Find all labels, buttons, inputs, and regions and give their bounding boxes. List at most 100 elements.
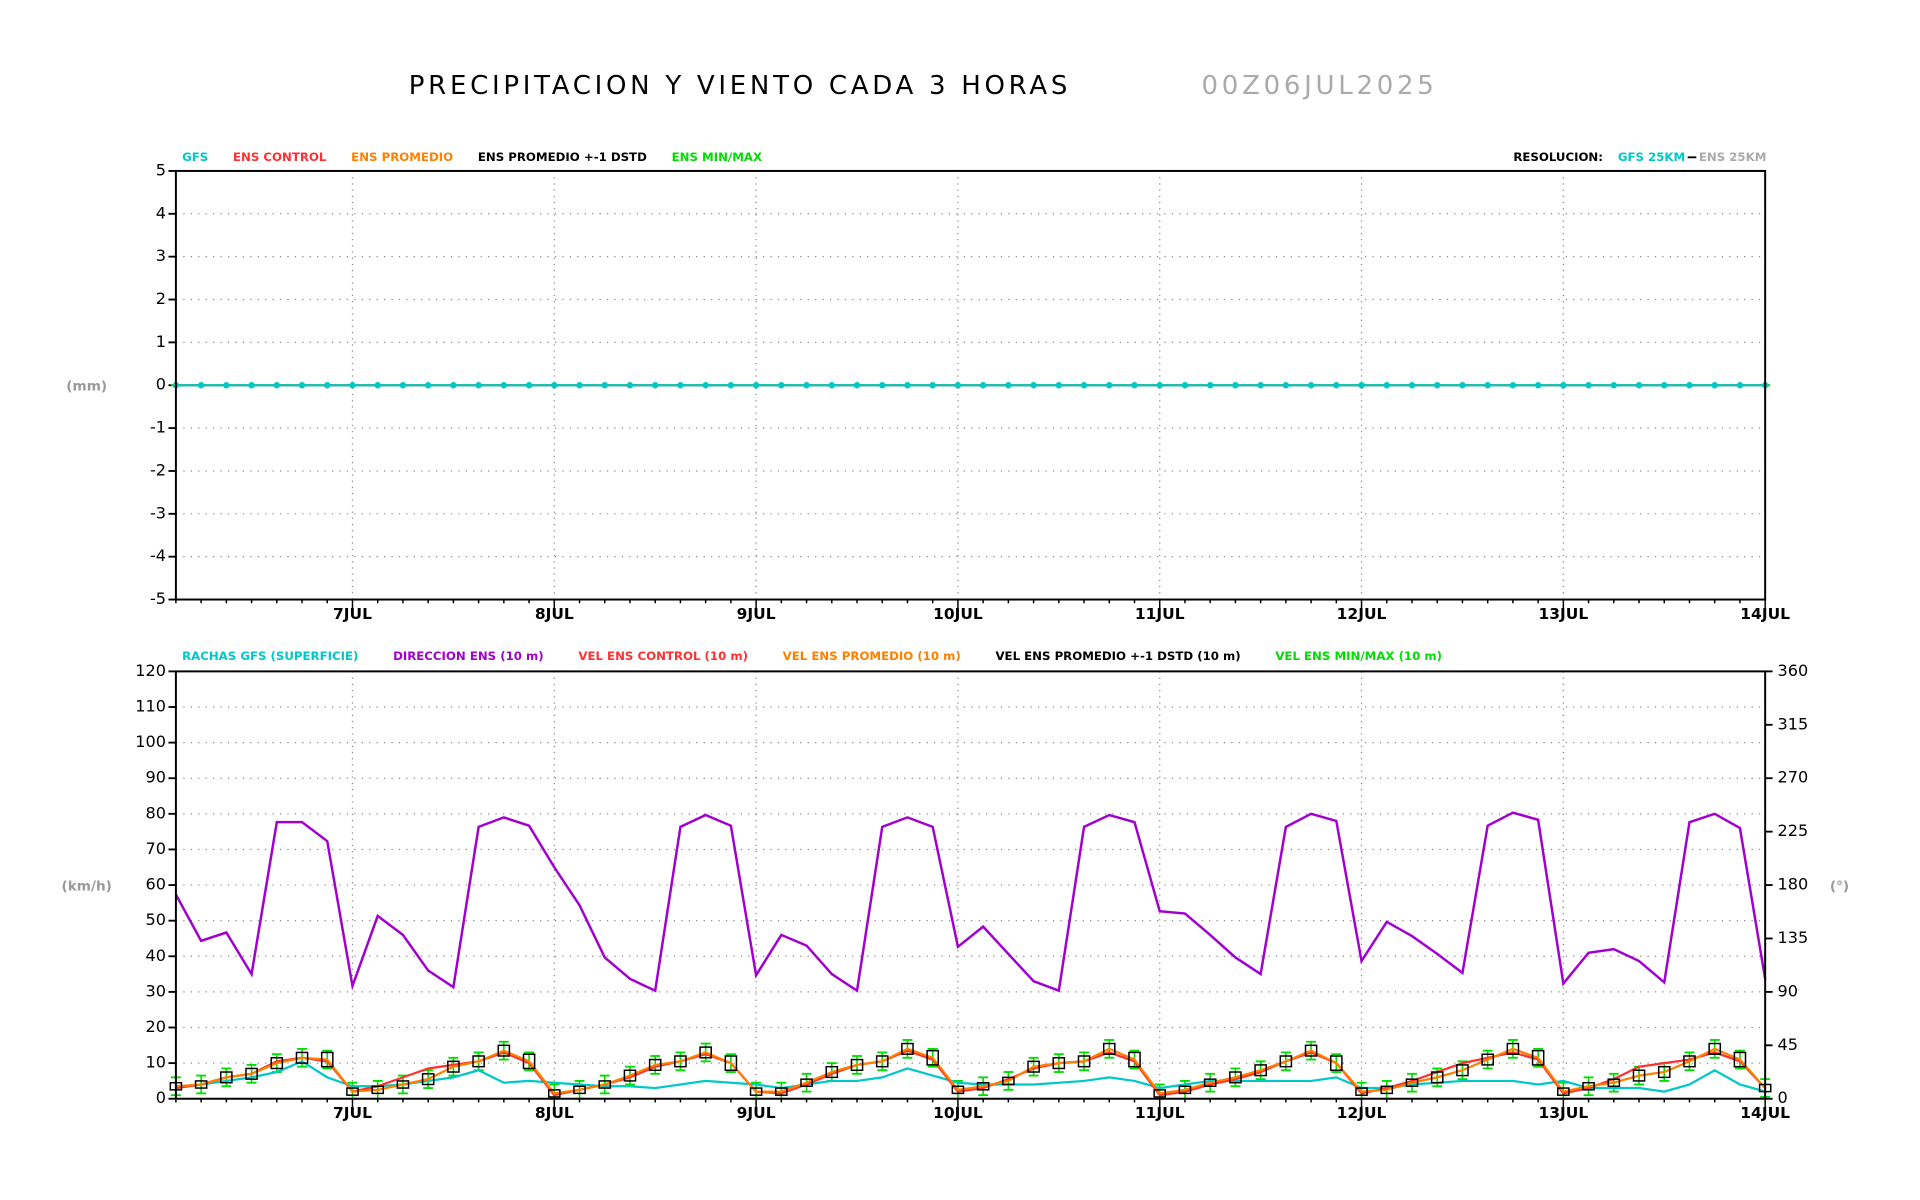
std-box [674,1055,687,1068]
series-dot [929,382,936,389]
x-tick-label: 11JUL [1135,605,1185,623]
std-box [1153,1089,1167,1098]
std-box [1405,1078,1419,1088]
x-tick-label: 13JUL [1538,1104,1588,1122]
std-box [1229,1071,1242,1084]
legend-entry: ENS PROMEDIO [351,150,453,164]
std-box [1052,1057,1066,1070]
std-box [1304,1044,1318,1057]
series-dot [1509,382,1517,389]
y-tick-label: 20 [146,1017,166,1036]
series-dot [1686,382,1693,389]
series-dot [1232,382,1239,389]
y-tick-label: -5 [150,589,166,608]
x-tick-label: 11JUL [1135,1104,1185,1122]
series-dot [1358,382,1365,389]
std-box [1632,1069,1646,1082]
series-dot [1307,382,1315,389]
x-tick-label: 12JUL [1337,605,1387,623]
std-box [1582,1081,1595,1091]
x-tick-label: 9JUL [737,605,776,623]
std-box [547,1089,561,1098]
legend-entry: ENS MIN/MAX [672,150,762,164]
std-box [1506,1042,1520,1055]
series-dot [1383,382,1390,389]
legend-entry: ENS PROMEDIO +-1 DSTD [478,150,647,164]
series-dot [651,382,659,389]
x-tick-label: 14JUL [1740,605,1790,623]
series-dot [1106,382,1113,389]
series-dot [551,382,558,389]
series-dot [197,382,205,389]
series-dot [1635,382,1643,389]
series-dot [904,382,911,389]
series-dot [1610,382,1618,389]
series-dot [727,382,735,389]
x-tick-label: 12JUL [1337,1104,1387,1122]
y-tick-label: 90 [146,768,166,787]
std-box [220,1071,233,1084]
run-time: 00Z06JUL2025 [1202,71,1438,101]
y-tick-label: 60 [146,875,166,894]
series-dot [223,382,230,389]
series-dot [1333,382,1340,389]
y-tick-label: 50 [146,910,166,929]
std-box [724,1055,738,1071]
legend-entry: DIRECCION ENS (10 m) [393,649,544,663]
series-dot [1534,382,1542,389]
series-dot [273,382,281,389]
resolution-ens: ENS 25KM [1699,150,1767,164]
std-box [951,1085,965,1095]
std-box [875,1055,889,1068]
std-box [522,1053,536,1070]
std-box [926,1049,940,1066]
std-box [901,1042,914,1055]
std-box [1733,1051,1747,1068]
series-dot [853,382,861,389]
series-dot [979,382,987,389]
series-dot [324,382,331,389]
series-line [174,811,1767,993]
series-dot [1711,382,1718,389]
series-dot [1560,382,1567,389]
y-axis-label: (km/h) [62,878,112,894]
series-dot [1459,382,1466,389]
series-dot [525,382,533,389]
std-box [1481,1053,1494,1066]
std-box [1329,1055,1343,1071]
series-dot [803,382,810,389]
std-box [598,1080,612,1089]
y-tick-label: -4 [150,546,166,565]
y-tick-label: 4 [156,203,166,222]
plot: -5 -4 -3 -2 -1 0 1 2 3 4 5 7JUL 8JUL 9JUL 10JUL 11JUL 12… [66,150,1790,623]
series-dot [1181,382,1189,389]
y2-tick-label: 180 [1778,875,1809,894]
std-box [270,1057,284,1070]
series-dot [1408,382,1416,389]
std-box [396,1080,410,1089]
std-box [1456,1064,1469,1077]
y-tick-label: -1 [150,418,166,437]
std-box [497,1044,511,1057]
series-dot [879,382,886,389]
x-tick-label: 10JUL [933,605,983,623]
y2-tick-label: 0 [1778,1088,1788,1107]
x-tick-label: 8JUL [535,605,574,623]
page-title: PRECIPITACION Y VIENTO CADA 3 HORAS [409,71,1071,101]
series-dot [1055,382,1063,389]
y-tick-label: 10 [146,1053,166,1072]
std-box [1557,1087,1570,1096]
plot: 0 10 20 30 40 50 60 70 80 90 100 110 120 0 45 90 135 180 2… [62,649,1850,1122]
x-tick-label: 14JUL [1740,1104,1790,1122]
legend-entry: RACHAS GFS (SUPERFICIE) [182,649,358,663]
series-line [175,1047,1766,1095]
y2-tick-label: 360 [1778,661,1809,680]
series-dot [248,382,255,389]
resolution-label: RESOLUCION: [1513,150,1603,164]
std-box [976,1081,990,1091]
std-box [1102,1042,1116,1055]
y2-tick-label: 315 [1778,714,1809,733]
x-tick-label: 13JUL [1538,605,1588,623]
std-box [472,1055,485,1068]
